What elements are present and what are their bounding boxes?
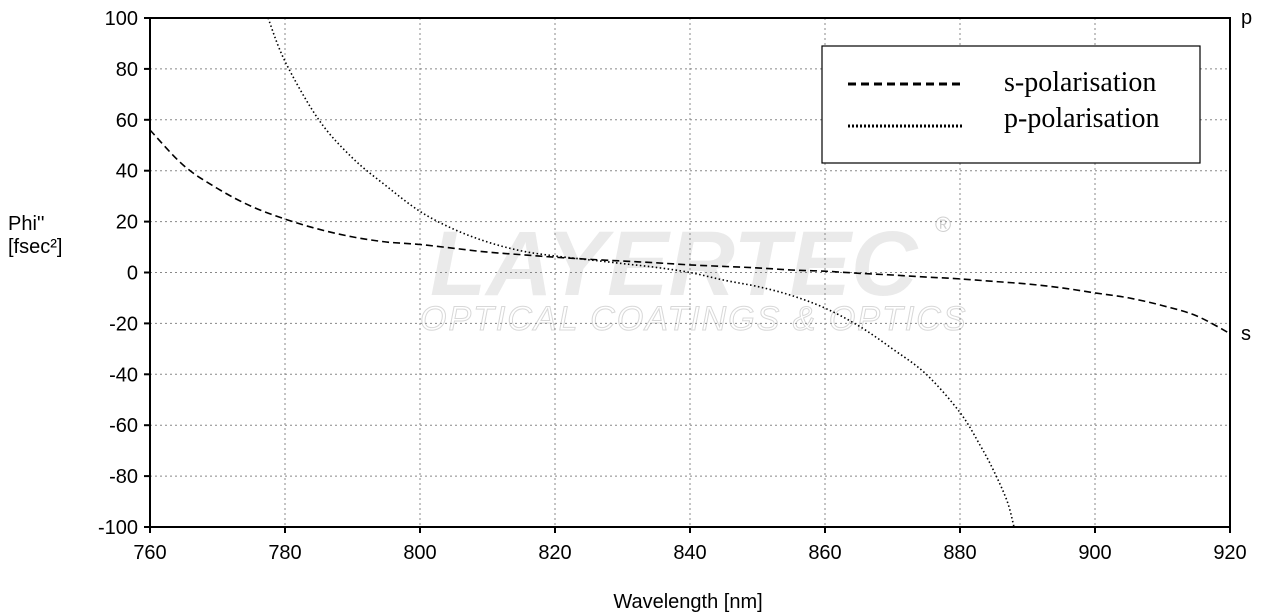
x-tick-label: 900 — [1078, 542, 1111, 564]
x-tick-label: 820 — [538, 542, 571, 564]
y-axis-label-line1: Phi'' — [8, 213, 45, 235]
y-tick-label: 40 — [116, 161, 138, 183]
legend-label-s-polarisation: s-polarisation — [1004, 67, 1156, 98]
x-tick-label: 800 — [403, 542, 436, 564]
grid — [150, 18, 1230, 527]
right-label-s: s — [1241, 323, 1251, 345]
x-tick-label: 780 — [268, 542, 301, 564]
legend: s-polarisation p-polarisation — [821, 45, 1201, 164]
legend-label-p-polarisation: p-polarisation — [1004, 103, 1160, 134]
ticks: 760 780 800 820 840 860 880 900 920 100 80 60 40 20 0 -… — [98, 8, 1247, 564]
y-tick-label: 0 — [127, 263, 138, 285]
y-tick-label: -60 — [109, 415, 138, 437]
x-tick-label: 760 — [133, 542, 166, 564]
x-tick-label: 880 — [943, 542, 976, 564]
x-axis-label: Wavelength [nm] — [613, 591, 762, 613]
series-line-p-polarisation — [267, 17, 1015, 528]
watermark-logo-text: LAYERTEC — [430, 213, 919, 315]
y-tick-label: 100 — [105, 8, 138, 30]
y-axis-label-line2: [fsec²] — [8, 236, 62, 258]
y-tick-label: -40 — [109, 364, 138, 386]
y-tick-label: 60 — [116, 110, 138, 132]
y-tick-label: 20 — [116, 212, 138, 234]
y-tick-label: -100 — [98, 517, 138, 539]
y-tick-label: 80 — [116, 59, 138, 81]
x-tick-label: 920 — [1213, 542, 1246, 564]
x-tick-label: 860 — [808, 542, 841, 564]
y-tick-label: -20 — [109, 313, 138, 335]
legend-box — [821, 45, 1201, 164]
right-label-p: p — [1241, 7, 1252, 29]
watermark-tagline: OPTICAL COATINGS & OPTICS — [420, 300, 968, 338]
x-tick-label: 840 — [673, 542, 706, 564]
watermark-registered-mark: ® — [935, 212, 951, 237]
y-tick-label: -80 — [109, 466, 138, 488]
series-line-s-polarisation — [149, 129, 1231, 335]
series — [149, 17, 1231, 528]
